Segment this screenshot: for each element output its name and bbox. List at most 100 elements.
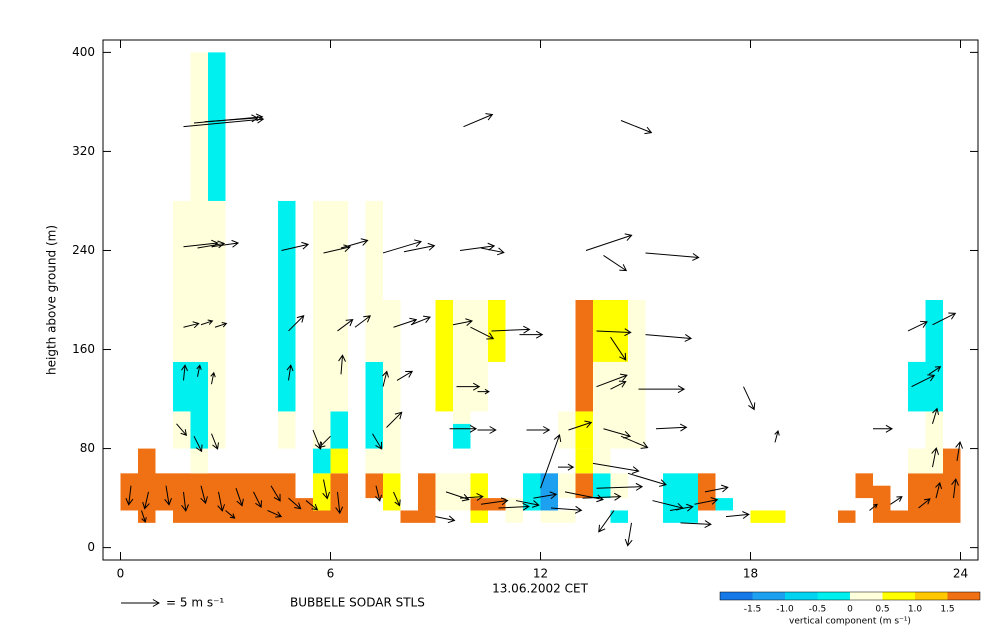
wind-arrow xyxy=(568,420,593,431)
cell xyxy=(558,473,576,499)
wind-arrow xyxy=(603,255,628,272)
cell xyxy=(208,52,226,201)
wind-arrow xyxy=(211,433,219,450)
colorbar-swatch xyxy=(720,592,753,600)
wind-arrow xyxy=(318,435,331,449)
cell xyxy=(470,473,488,499)
wind-arrow xyxy=(610,336,627,361)
wind-arrow xyxy=(340,238,369,249)
wind-arrow xyxy=(477,426,497,434)
wind-arrow xyxy=(743,386,756,411)
wind-arrow xyxy=(323,244,352,254)
cell xyxy=(523,473,541,511)
colorbar-swatch xyxy=(947,592,980,600)
colorbar: -1.5 -1.0 -0.5 0 0.5 1.0 1.5 xyxy=(719,591,981,615)
wind-arrow xyxy=(435,515,456,524)
wind-arrow xyxy=(645,334,693,342)
wind-arrow xyxy=(585,233,633,251)
cell xyxy=(313,200,331,449)
wind-arrow xyxy=(253,491,262,509)
wind-arrow xyxy=(176,423,188,436)
wind-arrow xyxy=(620,435,649,449)
wind-arrow xyxy=(596,373,628,388)
wind-arrow xyxy=(480,497,509,506)
wind-arrow xyxy=(183,321,200,329)
y-tick-label: 240 xyxy=(72,243,95,257)
wind-arrow xyxy=(286,364,294,381)
cell xyxy=(190,473,208,523)
cell xyxy=(575,411,593,449)
wind-arrow xyxy=(214,321,228,328)
wind-arrow xyxy=(200,485,208,505)
cell xyxy=(908,361,926,412)
wind-arrow xyxy=(288,497,302,510)
wind-arrow xyxy=(470,326,495,340)
wind-arrow xyxy=(281,241,310,251)
wind-arrow xyxy=(211,239,240,248)
wind-arrow xyxy=(558,463,575,471)
cell xyxy=(330,448,348,474)
reference-label: = 5 m s⁻¹ xyxy=(166,596,224,610)
cell xyxy=(383,473,401,511)
y-tick-label: 320 xyxy=(72,144,95,158)
cell xyxy=(470,498,488,511)
cell xyxy=(838,510,856,523)
cell xyxy=(908,473,926,523)
cell xyxy=(365,361,383,449)
cell xyxy=(278,200,296,412)
wind-arrow xyxy=(382,239,422,254)
cell xyxy=(768,510,786,523)
wind-arrow xyxy=(596,328,632,337)
colorbar-tick-label: 0.5 xyxy=(875,605,889,615)
cell xyxy=(558,411,576,449)
wind-arrow xyxy=(225,510,236,519)
wind-arrow xyxy=(951,478,959,499)
wind-arrow xyxy=(655,423,688,432)
cell xyxy=(453,300,471,424)
cell xyxy=(313,510,331,523)
wind-arrow xyxy=(932,312,957,326)
wind-arrow xyxy=(869,503,878,511)
cell xyxy=(313,473,331,511)
colorbar-frame xyxy=(719,591,981,601)
wind-arrow xyxy=(181,364,188,381)
wind-arrow xyxy=(526,426,551,434)
wind-arrow xyxy=(459,242,496,251)
cell xyxy=(453,473,471,511)
wind-arrow xyxy=(935,481,942,499)
wind-arrow xyxy=(491,325,531,334)
x-axis-label: 13.06.2002 CET xyxy=(492,582,588,596)
wind-arrow xyxy=(125,485,134,506)
wind-arrow xyxy=(603,428,632,439)
wind-arrow xyxy=(928,366,942,375)
wind-arrow xyxy=(627,472,667,487)
cell xyxy=(173,200,191,362)
cell xyxy=(138,448,156,523)
wind-arrow xyxy=(645,252,700,261)
wind-arrow xyxy=(142,491,150,510)
wind-arrow xyxy=(396,370,414,381)
colorbar-swatch xyxy=(850,592,883,600)
cell xyxy=(208,473,226,523)
wind-arrow xyxy=(204,114,259,123)
wind-arrow xyxy=(393,317,418,328)
wind-arrow xyxy=(873,424,894,433)
colorbar-label: vertical component (m s⁻¹) xyxy=(789,617,911,627)
cell xyxy=(225,473,243,523)
wind-arrow xyxy=(335,491,344,515)
cell xyxy=(890,510,908,523)
wind-arrow xyxy=(449,424,478,433)
wind-arrow xyxy=(210,371,216,385)
cell xyxy=(593,361,611,474)
wind-arrow xyxy=(197,240,226,249)
cell xyxy=(925,300,943,412)
cell xyxy=(173,361,191,412)
wind-arrow xyxy=(270,485,281,502)
wind-arrow xyxy=(456,382,481,391)
cell xyxy=(365,473,383,499)
cell xyxy=(610,361,628,449)
cell xyxy=(383,300,401,474)
arrow-layer xyxy=(125,113,964,547)
wind-arrow xyxy=(267,510,283,518)
